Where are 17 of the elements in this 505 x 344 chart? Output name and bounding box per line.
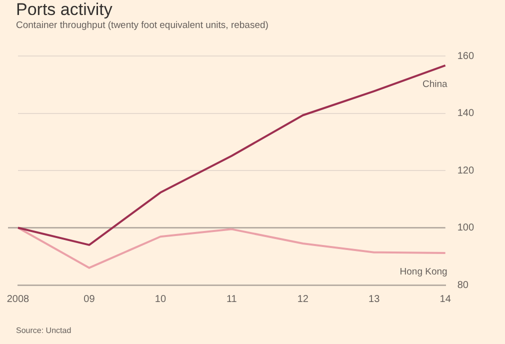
y-tick-label: 80	[457, 280, 469, 291]
x-tick-label: 12	[297, 294, 309, 305]
series-label: China	[422, 79, 448, 90]
series-label: Hong Kong	[400, 266, 448, 278]
y-tick-label: 100	[457, 222, 474, 234]
x-tick-label: 11	[226, 294, 238, 305]
source-note: Source: Unctad	[16, 326, 72, 335]
x-tick-label: 14	[440, 294, 452, 305]
y-tick-label: 140	[457, 108, 474, 119]
chart-title: Ports activity	[16, 0, 112, 20]
chart-subtitle: Container throughput (twenty foot equivalent units, rebased)	[16, 20, 268, 31]
y-tick-label: 160	[457, 50, 474, 62]
x-tick-label: 10	[154, 294, 166, 305]
x-tick-label: 09	[84, 294, 96, 305]
y-tick-label: 120	[457, 165, 474, 176]
x-tick-label: 2008	[6, 294, 30, 305]
x-tick-label: 13	[368, 294, 380, 305]
